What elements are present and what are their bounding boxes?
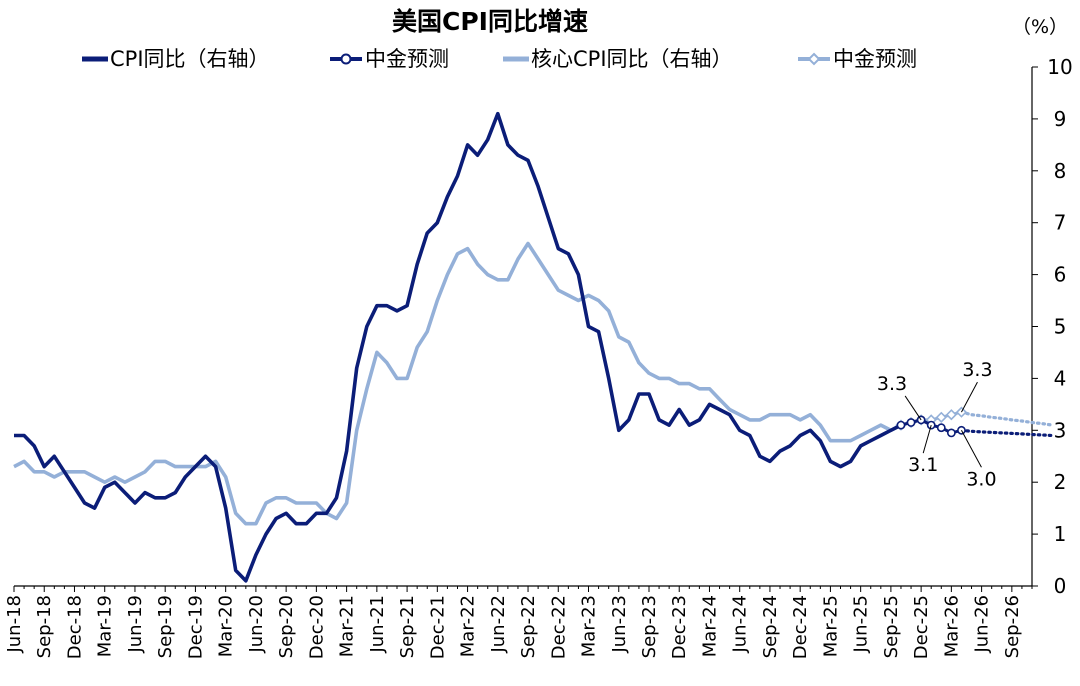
annotation-label: 3.0 <box>966 468 996 490</box>
x-tick-label: Mar-25 <box>820 595 841 657</box>
x-tick-label: Mar-24 <box>699 595 720 657</box>
x-tick-label: Sep-26 <box>1002 595 1023 658</box>
x-tick-label: Sep-23 <box>639 595 660 658</box>
x-tick-label: Jun-24 <box>730 595 751 654</box>
legend: CPI同比（右轴） 中金预测 核心CPI同比（右轴） 中金预测 <box>82 47 917 71</box>
legend-item-cpi-forecast: 中金预测 <box>330 47 449 71</box>
x-tick-label: Dec-25 <box>911 595 932 659</box>
y-tick-label: 3 <box>1054 418 1067 442</box>
cpi-forecast-marker <box>916 415 926 425</box>
legend-label-core-forecast: 中金预测 <box>833 47 917 71</box>
legend-item-core-forecast: 中金预测 <box>798 47 917 71</box>
x-tick-label: Sep-21 <box>397 595 418 658</box>
chart-title: 美国CPI同比增速 <box>392 7 588 36</box>
y-tick-label: 1 <box>1054 522 1067 546</box>
y-axis-ticks: 0 1 2 3 4 5 6 7 8 9 10 <box>1032 55 1073 598</box>
cpi-forecast-marker <box>926 420 936 430</box>
x-tick-label: Sep-22 <box>518 595 539 658</box>
cpi-forecast-marker <box>946 428 956 438</box>
x-tick-label: Mar-20 <box>216 595 237 657</box>
x-tick-label: Jun-20 <box>246 595 267 654</box>
annotation-leader <box>922 424 932 454</box>
core-forecast-marker <box>935 411 947 423</box>
x-tick-label: Jun-21 <box>367 595 388 654</box>
cpi-line <box>14 111 902 583</box>
annotation-label: 3.3 <box>877 373 907 395</box>
y-tick-label: 2 <box>1054 470 1067 494</box>
cpi-forecast-marker <box>906 418 916 427</box>
core-cpi-line <box>13 241 902 526</box>
legend-label-cpi: CPI同比（右轴） <box>110 47 270 71</box>
axes <box>14 67 1033 587</box>
x-tick-label: Dec-24 <box>790 595 811 659</box>
x-tick-label: Dec-19 <box>185 595 206 659</box>
x-tick-label: Sep-24 <box>760 595 781 658</box>
x-tick-label: Jun-23 <box>609 595 630 654</box>
annotation-leader <box>961 381 978 413</box>
x-tick-label: Mar-22 <box>458 595 479 657</box>
legend-label-core: 核心CPI同比（右轴） <box>531 47 733 71</box>
y-tick-label: 6 <box>1054 263 1067 287</box>
annotation-label: 3.3 <box>962 359 992 381</box>
x-tick-label: Sep-18 <box>34 595 55 658</box>
y-tick-label: 4 <box>1054 366 1067 390</box>
x-tick-label: Dec-22 <box>548 595 569 659</box>
x-tick-label: Sep-19 <box>155 595 176 658</box>
annotation-leader <box>904 395 922 421</box>
cpi-forecast-marker <box>936 423 946 433</box>
x-tick-label: Jun-18 <box>4 595 25 654</box>
legend-label-cpi-forecast: 中金预测 <box>365 47 449 71</box>
x-axis-ticks: Jun-18 Sep-18 Dec-18 Mar-19 Jun-19 Sep-19 Dec-… <box>4 586 1033 659</box>
x-tick-label: Mar-23 <box>579 595 600 657</box>
x-tick-label: Jun-22 <box>488 595 509 654</box>
x-tick-label: Mar-26 <box>941 595 962 657</box>
x-tick-label: Sep-25 <box>881 595 902 658</box>
x-tick-label: Sep-20 <box>276 595 297 658</box>
x-tick-label: Jun-19 <box>125 595 146 654</box>
legend-item-cpi: CPI同比（右轴） <box>82 47 270 71</box>
annotations: 3.3 3.3 3.1 3.0 <box>877 359 997 490</box>
annotation-label: 3.1 <box>908 454 938 476</box>
y-tick-label: 9 <box>1054 107 1067 131</box>
x-tick-label: Dec-23 <box>669 595 690 659</box>
y-tick-label: 8 <box>1054 159 1067 183</box>
y-tick-label: 7 <box>1054 211 1067 235</box>
legend-item-core: 核心CPI同比（右轴） <box>503 47 733 71</box>
legend-marker-core-forecast <box>807 52 821 66</box>
y-axis-unit-label: （%） <box>1012 16 1068 38</box>
x-tick-label: Dec-18 <box>64 595 85 659</box>
x-tick-label: Mar-21 <box>337 595 358 657</box>
legend-marker-cpi-forecast <box>340 53 352 65</box>
y-tick-label: 5 <box>1054 315 1067 339</box>
y-tick-label: 0 <box>1054 574 1067 598</box>
cpi-forecast-dotted-line <box>959 428 1054 438</box>
x-tick-label: Dec-20 <box>306 595 327 659</box>
x-tick-label: Dec-21 <box>427 595 448 659</box>
series-layer <box>13 111 1054 583</box>
x-tick-label: Jun-25 <box>851 595 872 654</box>
x-tick-label: Mar-19 <box>95 595 116 657</box>
core-forecast-dotted-line <box>959 410 1054 427</box>
annotation-leader <box>961 430 982 468</box>
x-tick-label: Jun-26 <box>972 595 993 654</box>
core-forecast-marker <box>945 409 957 421</box>
cpi-forecast-marker <box>896 420 906 430</box>
y-tick-label: 10 <box>1047 55 1072 79</box>
